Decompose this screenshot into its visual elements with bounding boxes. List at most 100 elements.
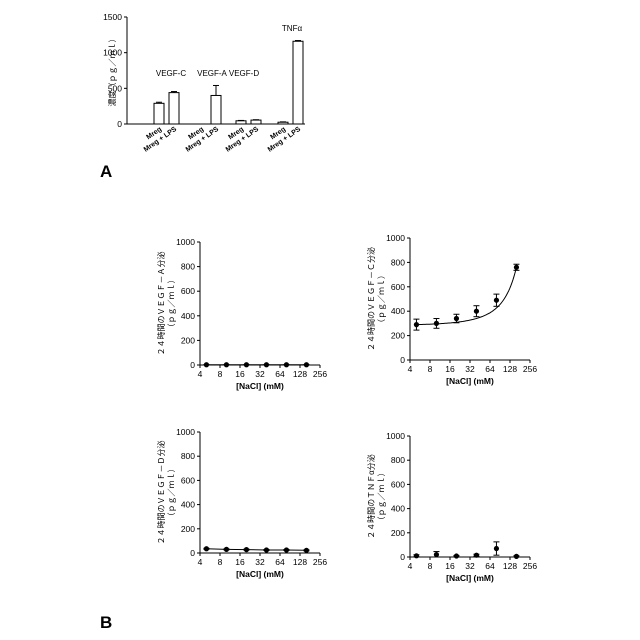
x-tick-label: 256 <box>523 364 537 374</box>
x-tick-label: 4 <box>198 557 203 567</box>
line-chart-vegf-c: 0200400600800100048163264128256[NaCl] (m… <box>366 233 537 386</box>
x-tick-label: 16 <box>445 561 455 571</box>
data-point <box>304 362 309 367</box>
data-point <box>304 548 309 553</box>
data-point <box>454 553 459 558</box>
bar-chart-a: 050010001500濃度（ｐｇ／ｍｌ）MregMreg + LPSMregM… <box>103 12 305 154</box>
data-point <box>434 321 439 326</box>
x-tick-label: 16 <box>235 557 245 567</box>
x-tick-label: 256 <box>313 369 327 379</box>
y-tick-label: 200 <box>391 528 405 538</box>
y-tick-label: 1000 <box>386 431 405 441</box>
fit-curve <box>416 267 516 324</box>
y-axis-label: ２４時間のＶＥＧＦ－Ｄ分泌 <box>156 441 166 545</box>
x-tick-label: 16 <box>445 364 455 374</box>
panel-letter-b: B <box>100 613 112 632</box>
data-point <box>244 547 249 552</box>
bar <box>251 120 261 124</box>
x-tick-label: 256 <box>313 557 327 567</box>
bar <box>211 95 221 124</box>
y-tick-label: 800 <box>181 451 195 461</box>
data-point <box>514 554 519 559</box>
x-axis-label: [NaCl] (mM) <box>236 569 284 579</box>
bar <box>293 41 303 124</box>
y-tick-label: 600 <box>181 475 195 485</box>
x-tick-label: 64 <box>275 557 285 567</box>
y-tick-label: 400 <box>391 504 405 514</box>
x-tick-label: 128 <box>503 561 517 571</box>
y-tick-label: 1500 <box>103 12 122 22</box>
bar <box>154 103 164 124</box>
x-tick-label: 8 <box>218 557 223 567</box>
x-tick-label: 128 <box>293 557 307 567</box>
data-point <box>414 553 419 558</box>
x-tick-label: 32 <box>465 364 475 374</box>
x-tick-label: 8 <box>218 369 223 379</box>
x-tick-label: 256 <box>523 561 537 571</box>
data-point <box>514 265 519 270</box>
y-tick-label: 200 <box>181 524 195 534</box>
x-tick-label: 8 <box>428 364 433 374</box>
x-tick-label: 128 <box>503 364 517 374</box>
bar <box>169 93 179 124</box>
data-point <box>494 298 499 303</box>
y-axis-unit: （ｐｇ／ｍｌ） <box>167 276 176 332</box>
bar <box>278 122 288 124</box>
y-tick-label: 400 <box>391 306 405 316</box>
x-tick-label: 4 <box>198 369 203 379</box>
x-tick-label: 4 <box>408 364 413 374</box>
line-chart-vegf-d: 0200400600800100048163264128256[NaCl] (m… <box>156 427 327 579</box>
y-tick-label: 600 <box>391 282 405 292</box>
y-tick-label: 600 <box>391 479 405 489</box>
group-label: VEGF-C <box>156 69 186 78</box>
data-point <box>414 322 419 327</box>
x-axis-label: [NaCl] (mM) <box>446 573 494 583</box>
data-point <box>224 547 229 552</box>
y-tick-label: 0 <box>117 119 122 129</box>
data-point <box>264 362 269 367</box>
data-point <box>494 546 499 551</box>
data-point <box>474 553 479 558</box>
x-tick-label: 32 <box>255 557 265 567</box>
x-tick-label: 32 <box>465 561 475 571</box>
data-point <box>244 362 249 367</box>
data-point <box>264 547 269 552</box>
data-point <box>454 316 459 321</box>
y-tick-label: 1000 <box>176 237 195 247</box>
x-tick-label: 64 <box>275 369 285 379</box>
y-tick-label: 800 <box>181 262 195 272</box>
y-axis-label: ２４時間のＶＥＧＦ－Ｃ分泌 <box>366 247 376 351</box>
x-axis-label: [NaCl] (mM) <box>236 381 284 391</box>
y-tick-label: 0 <box>400 355 405 365</box>
y-axis-unit: （ｐｇ／ｍｌ） <box>377 271 386 327</box>
series-line <box>206 549 306 551</box>
y-tick-label: 1000 <box>176 427 195 437</box>
y-tick-label: 200 <box>391 331 405 341</box>
x-tick-label: 128 <box>293 369 307 379</box>
x-tick-label: 16 <box>235 369 245 379</box>
y-tick-label: 800 <box>391 455 405 465</box>
y-axis-label: ２４時間のＴＮＦα分泌 <box>366 454 376 539</box>
y-tick-label: 0 <box>400 552 405 562</box>
x-axis-label: [NaCl] (mM) <box>446 376 494 386</box>
data-point <box>204 546 209 551</box>
data-point <box>284 362 289 367</box>
y-tick-label: 400 <box>181 500 195 510</box>
x-tick-label: 64 <box>485 561 495 571</box>
data-point <box>224 362 229 367</box>
group-label: VEGF-A <box>197 69 227 78</box>
y-tick-label: 200 <box>181 335 195 345</box>
y-axis-label: ２４時間のＶＥＧＦ－Ａ分泌 <box>156 252 166 356</box>
x-tick-label: 8 <box>428 561 433 571</box>
group-label: VEGF-D <box>229 69 259 78</box>
y-axis-unit: （ｐｇ／ｍｌ） <box>377 469 386 525</box>
data-point <box>434 552 439 557</box>
y-tick-label: 400 <box>181 311 195 321</box>
panel-letter-a: A <box>100 162 112 181</box>
y-tick-label: 1000 <box>386 233 405 243</box>
bar <box>236 121 246 124</box>
y-tick-label: 0 <box>190 360 195 370</box>
x-tick-label: 4 <box>408 561 413 571</box>
scatter-chart-tnfa: 0 200 400 600 800 1000 4 8 16 32 64 128 256 [NaCl] (m… <box>366 431 537 583</box>
